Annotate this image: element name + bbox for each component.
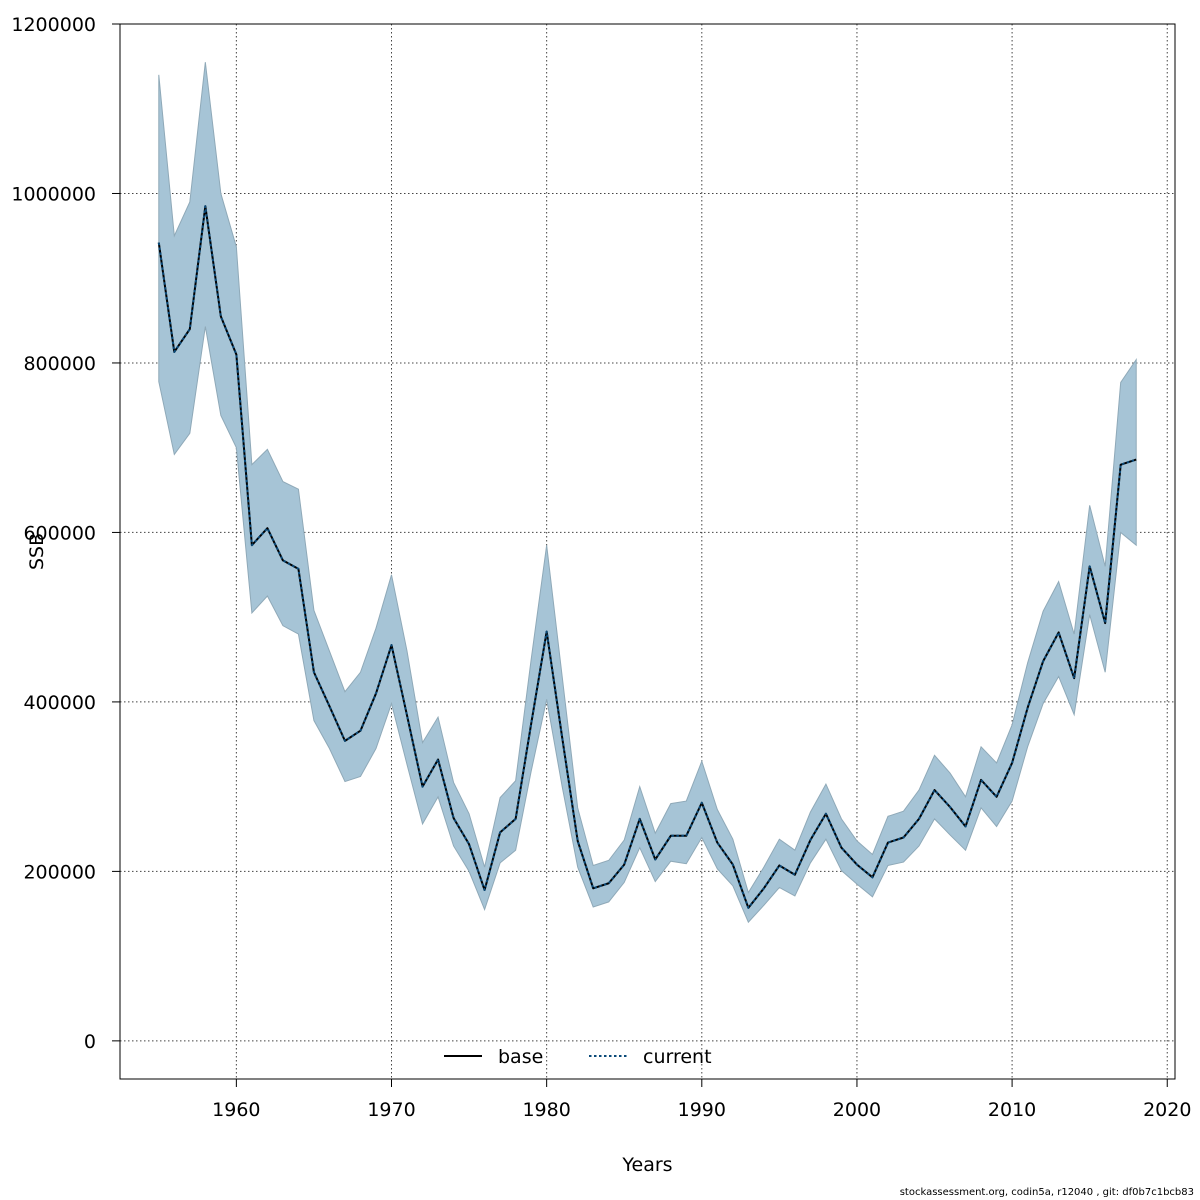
y-tick-label-1200000: 1200000 [11,14,96,36]
confidence-band [158,62,1137,924]
y-tick-label-0: 0 [84,1031,96,1053]
x-tick-label-2010: 2010 [988,1099,1036,1121]
x-tick-label-2000: 2000 [833,1099,881,1121]
y-tick-label-1000000: 1000000 [11,183,96,205]
confidence-band-layer [158,62,1137,924]
y-tick-label-400000: 400000 [23,692,96,714]
x-tick-label-1970: 1970 [367,1099,415,1121]
y-tick-label-600000: 600000 [23,522,96,544]
x-tick-label-1960: 1960 [212,1099,260,1121]
y-axis-ticks: 0 200000 400000 600000 800000 1000000 1200000 [11,14,121,1053]
series-line-current [157,205,1137,909]
x-tick-label-1980: 1980 [522,1099,570,1121]
footer-credit: stockassessment.org, codin5a, r12040 , g… [899,1187,1194,1198]
x-axis-title: Years [621,1154,672,1176]
y-axis-title: SSB [26,533,48,570]
legend-label-base: base [498,1046,543,1068]
series-lines [157,205,1137,909]
y-tick-label-800000: 800000 [23,353,96,375]
legend: base current [444,1046,712,1068]
legend-label-current: current [643,1046,712,1068]
x-tick-label-2020: 2020 [1143,1099,1191,1121]
x-axis-ticks: 1960 1970 1980 1990 2000 2010 2020 [212,1078,1191,1121]
y-tick-label-200000: 200000 [23,861,96,883]
x-tick-label-1990: 1990 [678,1099,726,1121]
